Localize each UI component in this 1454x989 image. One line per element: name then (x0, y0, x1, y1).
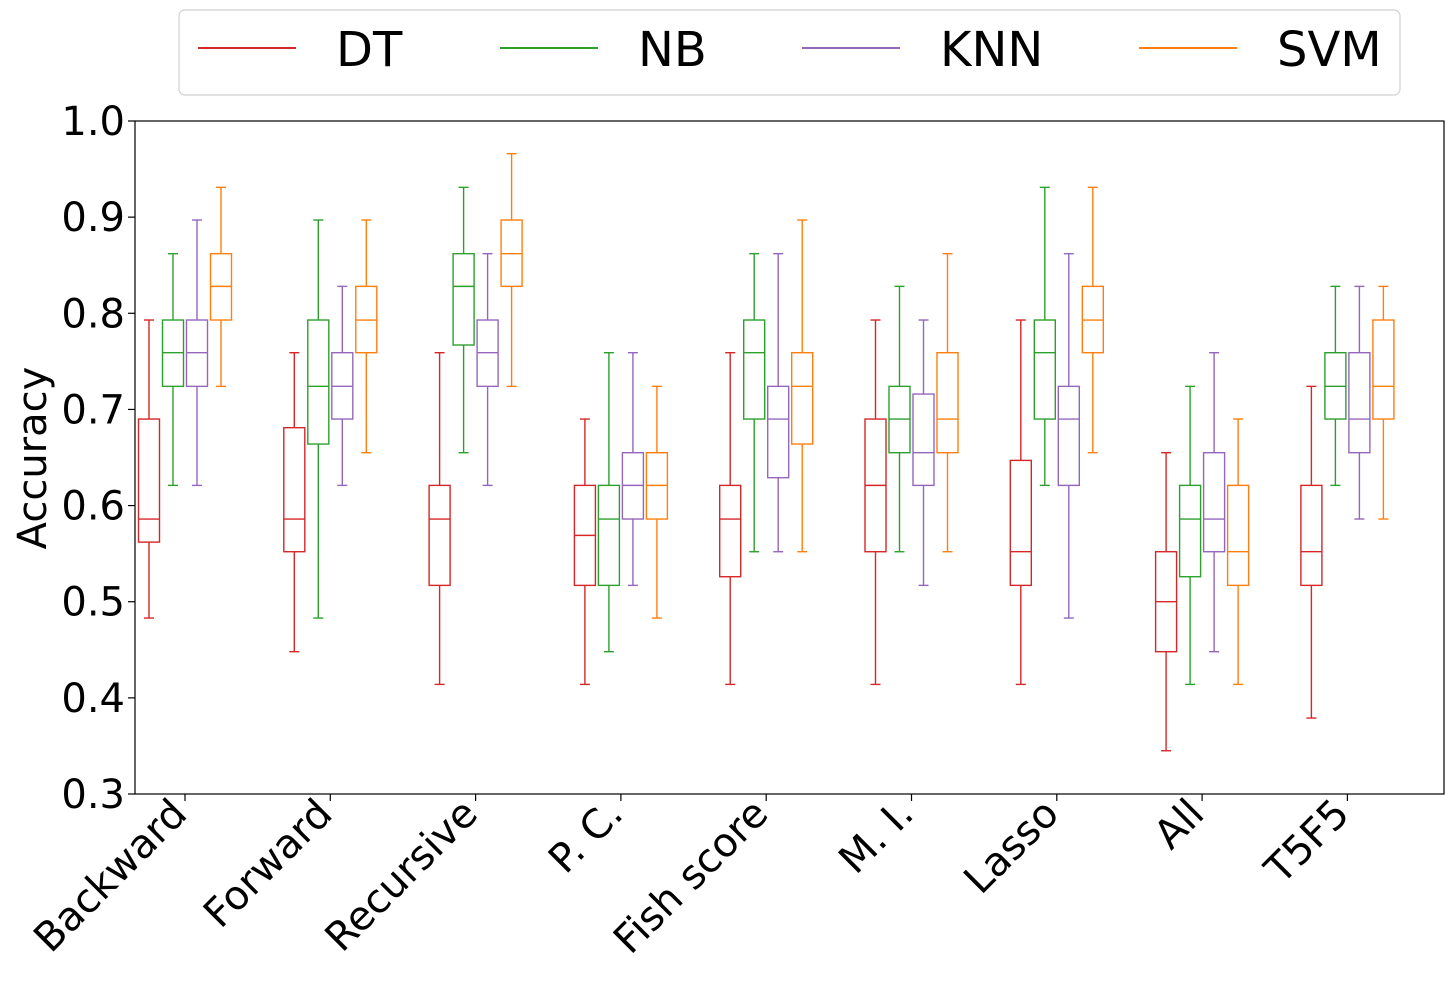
box-knn (185, 219, 209, 487)
box-nb (597, 352, 621, 653)
legend-entry-svm: SVM (1139, 22, 1382, 78)
box-dt (1300, 385, 1323, 719)
iqr-box (137, 418, 161, 543)
legend-label: DT (336, 22, 403, 78)
iqr-box (1348, 352, 1371, 454)
y-tick-label: 0.5 (61, 580, 125, 626)
iqr-box (1178, 484, 1202, 578)
y-tick-label: 1.0 (61, 99, 125, 145)
legend-label: SVM (1277, 22, 1382, 78)
box-svm (1081, 186, 1105, 454)
iqr-box (1226, 484, 1250, 587)
box-dt (137, 319, 161, 619)
iqr-box (307, 319, 330, 445)
box-knn (912, 319, 935, 587)
box-knn (1202, 352, 1226, 653)
y-tick-label: 0.3 (61, 772, 125, 818)
y-tick-label: 0.9 (61, 195, 125, 241)
box-knn (1057, 252, 1081, 619)
plot-frame (134, 120, 1445, 795)
iqr-box (936, 352, 959, 454)
box-svm (1372, 285, 1395, 520)
iqr-box (719, 484, 742, 578)
iqr-box (743, 319, 766, 420)
iqr-box (1057, 385, 1081, 487)
iqr-box (1202, 451, 1226, 553)
y-tick-label: 0.6 (61, 484, 125, 530)
box-nb (888, 285, 911, 553)
legend-entry-dt: DT (198, 22, 403, 78)
box-svm (500, 152, 523, 388)
box-knn (476, 252, 499, 487)
iqr-box (452, 252, 475, 346)
iqr-box (767, 385, 790, 479)
y-tick-label: 0.4 (61, 676, 125, 722)
box-svm (355, 219, 378, 454)
box-dt (283, 352, 306, 653)
box-svm (1226, 418, 1250, 686)
box-dt (864, 319, 887, 686)
box-knn (767, 252, 790, 553)
y-tick-label: 0.7 (61, 387, 125, 433)
box-nb (161, 252, 185, 487)
iqr-box (1009, 459, 1032, 587)
box-dt (1154, 451, 1178, 752)
legend-entry-knn: KNN (802, 22, 1043, 78)
legend-label: KNN (940, 22, 1043, 78)
legend-entry-nb: NB (500, 22, 707, 78)
box-nb (1033, 186, 1057, 487)
iqr-box (283, 426, 306, 553)
box-knn (621, 352, 645, 587)
box-svm (791, 219, 814, 553)
box-nb (452, 186, 475, 454)
y-tick-label: 0.8 (61, 291, 125, 337)
y-axis-title: Accuracy (10, 367, 56, 550)
box-dt (1009, 319, 1032, 686)
box-svm (645, 385, 669, 619)
box-knn (331, 285, 354, 487)
box-svm (209, 186, 233, 388)
box-dt (719, 352, 742, 686)
iqr-box (1300, 484, 1323, 587)
legend-frame (178, 9, 1401, 96)
iqr-box (1033, 319, 1057, 420)
iqr-box (428, 484, 451, 587)
box-nb (1324, 285, 1347, 487)
box-dt (428, 352, 451, 686)
legend: DT NB KNN SVM (178, 9, 1401, 96)
box-svm (936, 252, 959, 553)
y-axis: 0.3 0.4 0.5 0.6 0.7 0.8 0.9 1.0 (61, 99, 135, 818)
box-nb (1178, 385, 1202, 686)
plot-area (134, 120, 1445, 795)
box-knn (1348, 285, 1371, 520)
legend-label: NB (638, 22, 707, 78)
box-dt (573, 418, 597, 686)
box-nb (743, 252, 766, 553)
iqr-box (912, 393, 935, 487)
iqr-box (1372, 319, 1395, 420)
iqr-box (791, 352, 814, 445)
box-nb (307, 219, 330, 619)
iqr-box (597, 484, 621, 587)
